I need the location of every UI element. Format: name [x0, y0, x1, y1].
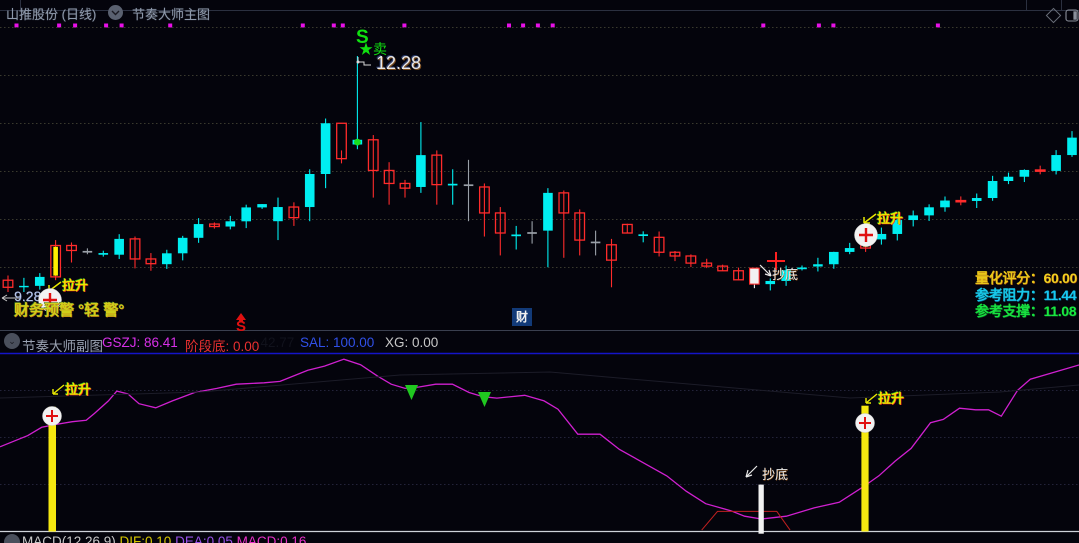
svg-text:S: S — [236, 318, 246, 332]
